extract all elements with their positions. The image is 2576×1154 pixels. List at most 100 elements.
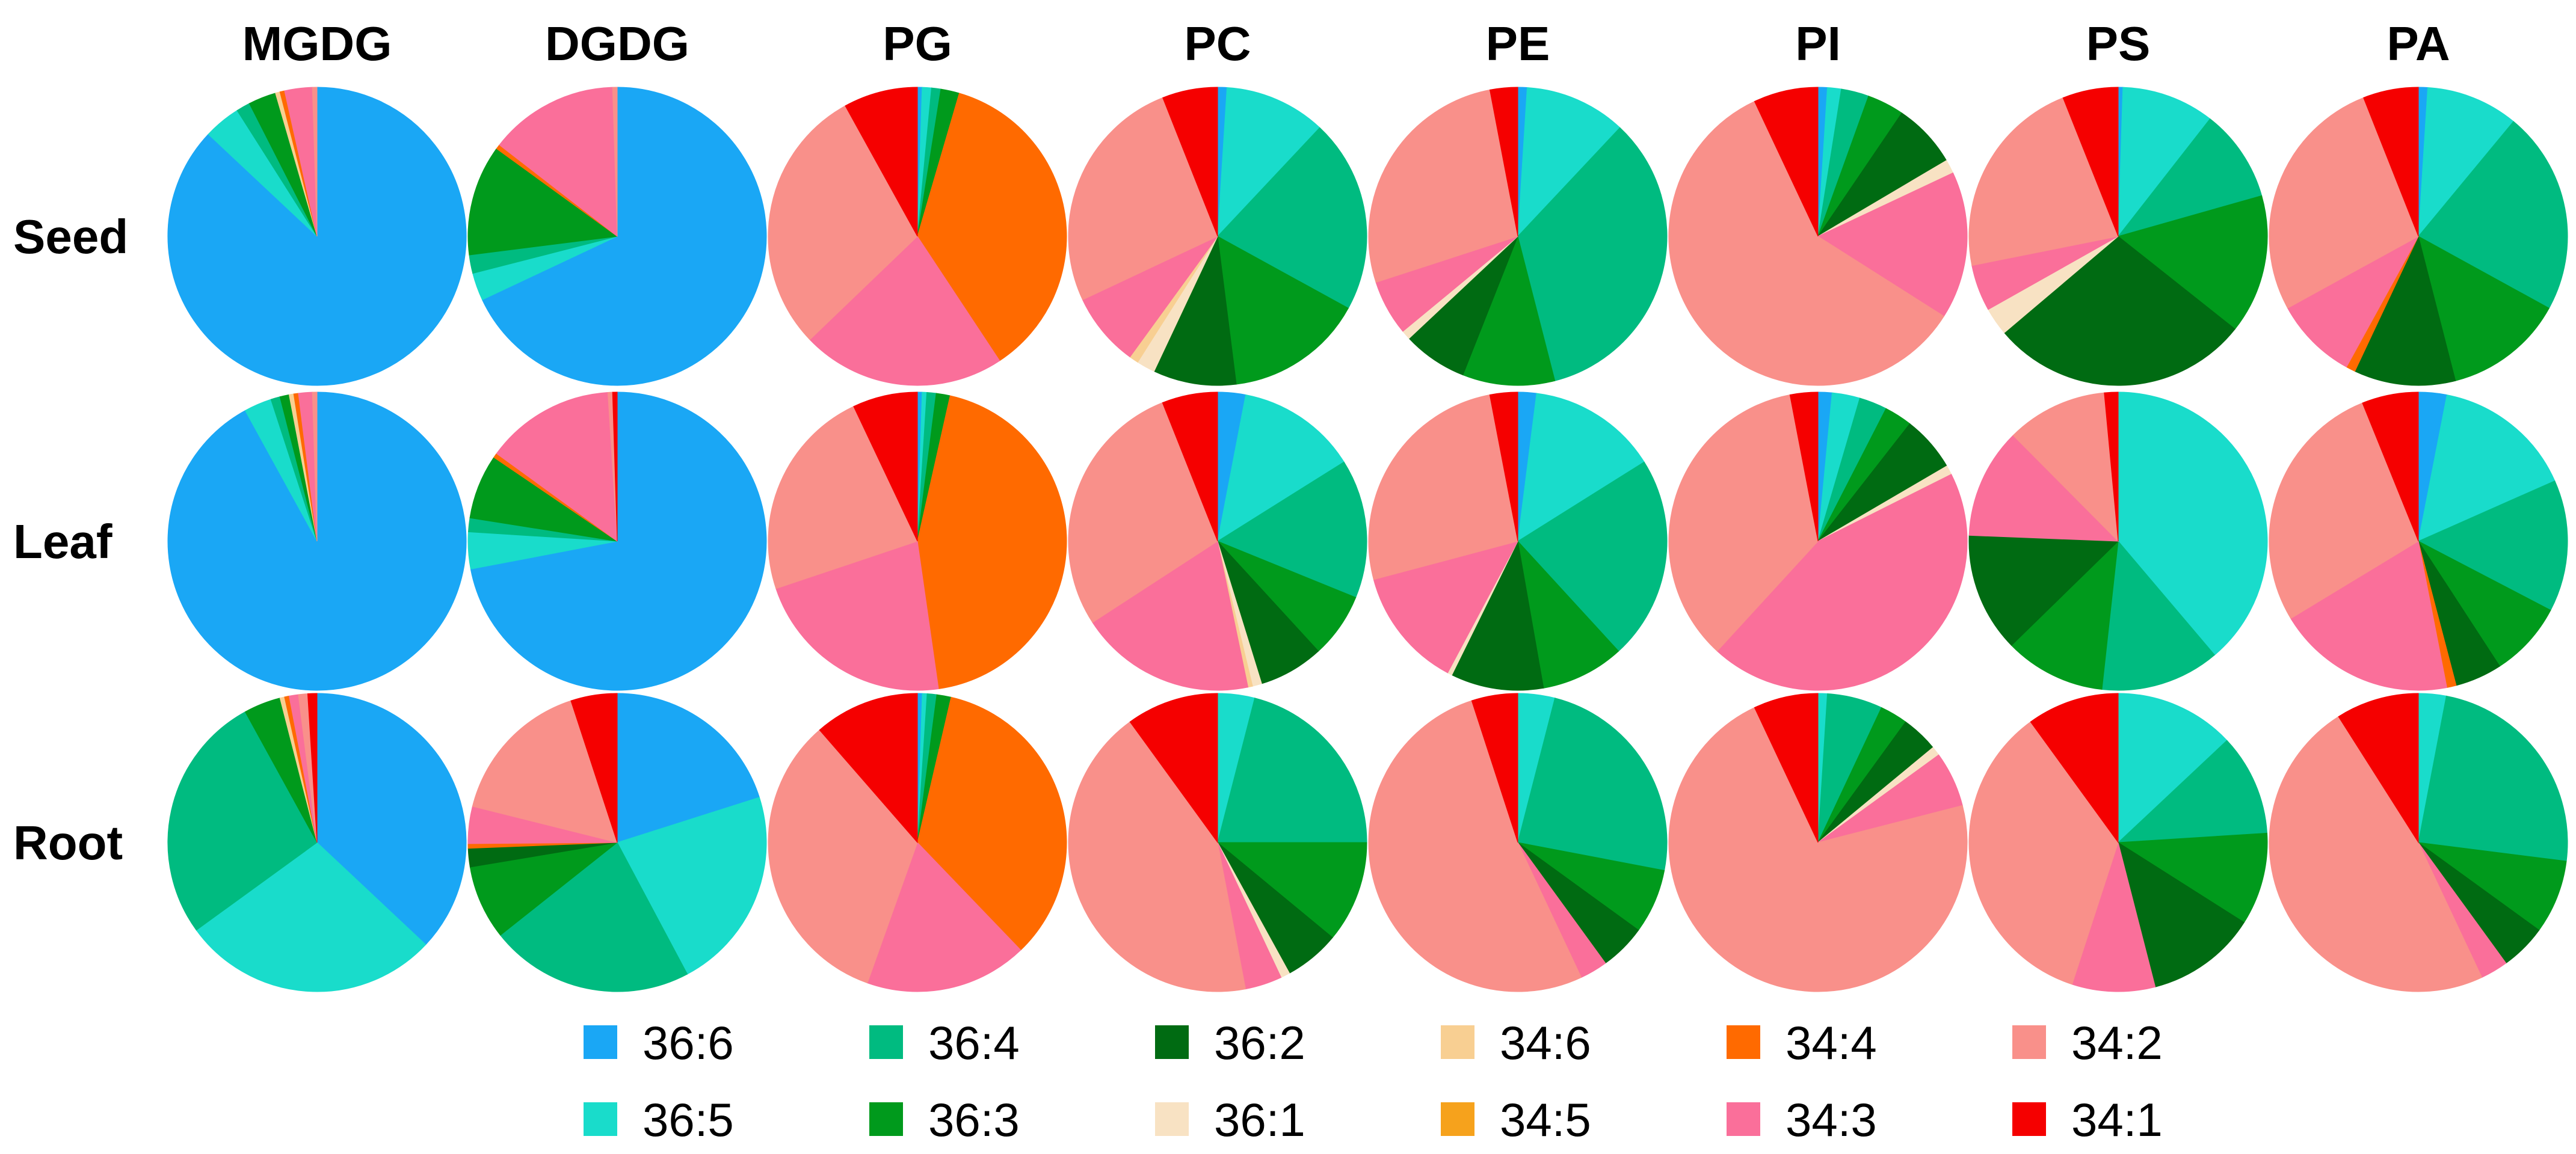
slice-pa-seed-36-3 bbox=[2418, 236, 2550, 381]
slice-pc-leaf-36-5 bbox=[1217, 394, 1345, 542]
legend-swatch-34-2 bbox=[2012, 1025, 2046, 1059]
slice-pa-leaf-34-2 bbox=[2269, 402, 2419, 619]
slice-pi-root-34-2 bbox=[1668, 707, 1968, 992]
slice-pa-root-34-1 bbox=[2338, 693, 2419, 844]
row-label-root: Root bbox=[13, 816, 123, 870]
pie-pe-seed bbox=[1368, 87, 1668, 386]
slice-pa-leaf-34-3 bbox=[2290, 541, 2447, 691]
slice-pg-seed-34-4 bbox=[917, 93, 1067, 361]
pie-mgdg-seed bbox=[167, 87, 467, 386]
slice-pc-leaf-34-2 bbox=[1068, 402, 1218, 623]
legend-label-36-6: 36:6 bbox=[642, 1016, 734, 1069]
slice-pe-leaf-34-3 bbox=[1373, 541, 1518, 674]
slice-pi-seed-36-2 bbox=[1817, 112, 1947, 237]
slice-pa-root-36-3 bbox=[2418, 842, 2567, 931]
pie-grid bbox=[167, 87, 2568, 992]
slice-ps-leaf-36-2 bbox=[1968, 535, 2119, 646]
row-label-seed: Seed bbox=[13, 210, 128, 263]
pie-pe-root bbox=[1368, 693, 1668, 992]
slice-pe-seed-34-2 bbox=[1368, 89, 1518, 283]
slice-pi-seed-34-1 bbox=[1754, 87, 1819, 237]
slice-pi-leaf-34-1 bbox=[1789, 391, 1819, 542]
slice-ps-seed-34-2 bbox=[1968, 97, 2119, 266]
legend-label-34-5: 34:5 bbox=[1500, 1093, 1591, 1146]
slice-pg-root-34-4 bbox=[917, 696, 1067, 951]
slice-dgdg-root-36-6 bbox=[617, 693, 760, 843]
slice-dgdg-leaf-36-6 bbox=[470, 391, 767, 691]
slice-ps-seed-34-1 bbox=[2062, 87, 2119, 237]
slice-pe-root-34-2 bbox=[1368, 700, 1582, 992]
legend-item-36-5: 36:5 bbox=[584, 1093, 734, 1146]
pie-ps-root bbox=[1968, 693, 2268, 992]
slice-mgdg-root-36-6 bbox=[316, 693, 467, 945]
slice-pc-seed-36-4 bbox=[1217, 127, 1367, 309]
slice-mgdg-root-36-5 bbox=[196, 842, 427, 992]
legend-swatch-34-1 bbox=[2012, 1102, 2046, 1136]
slice-pe-leaf-36-5 bbox=[1517, 393, 1645, 542]
slice-ps-root-36-2 bbox=[2118, 841, 2245, 987]
pie-mgdg-root bbox=[167, 693, 467, 992]
slice-pe-leaf-36-4 bbox=[1517, 461, 1668, 652]
slice-pc-leaf-34-3 bbox=[1092, 541, 1249, 691]
slice-pe-leaf-34-2 bbox=[1368, 394, 1518, 580]
slice-ps-seed-36-3 bbox=[2117, 195, 2268, 330]
slice-pg-leaf-34-3 bbox=[775, 541, 939, 691]
slice-ps-seed-36-5 bbox=[2118, 87, 2211, 238]
legend-label-34-1: 34:1 bbox=[2071, 1093, 2163, 1146]
legend-item-34-4: 34:4 bbox=[1727, 1016, 1877, 1069]
slice-pa-seed-34-2 bbox=[2269, 97, 2419, 309]
legend-swatch-34-4 bbox=[1727, 1025, 1760, 1059]
slice-pa-leaf-34-1 bbox=[2362, 391, 2419, 542]
slice-ps-root-34-3 bbox=[2071, 841, 2156, 992]
pie-pg-seed bbox=[768, 87, 1067, 386]
slice-pc-leaf-36-2 bbox=[1217, 541, 1319, 684]
slice-pe-seed-36-4 bbox=[1517, 127, 1668, 381]
slice-pe-root-36-4 bbox=[1517, 698, 1668, 871]
slice-pc-seed-36-3 bbox=[1217, 236, 1349, 385]
slice-pc-root-36-4 bbox=[1217, 698, 1367, 843]
slice-pc-root-36-3 bbox=[1216, 842, 1367, 938]
column-label-ps: PS bbox=[2086, 17, 2151, 70]
slice-dgdg-leaf-36-3 bbox=[469, 456, 618, 542]
slice-pa-seed-36-4 bbox=[2418, 121, 2568, 309]
slice-pa-leaf-36-3 bbox=[2417, 540, 2551, 667]
slice-dgdg-root-36-4 bbox=[500, 842, 688, 992]
slice-pc-seed-34-1 bbox=[1162, 87, 1218, 237]
legend-item-34-1: 34:1 bbox=[2012, 1093, 2163, 1146]
pie-dgdg-root bbox=[467, 693, 767, 992]
legend-item-36-6: 36:6 bbox=[584, 1016, 734, 1069]
slice-pg-seed-34-1 bbox=[845, 87, 918, 237]
slice-ps-root-36-3 bbox=[2117, 832, 2268, 923]
pie-pe-leaf bbox=[1368, 391, 1668, 691]
slice-pa-seed-34-1 bbox=[2363, 87, 2419, 237]
slice-ps-root-34-1 bbox=[2030, 693, 2119, 844]
column-label-mgdg: MGDG bbox=[242, 17, 392, 70]
slice-ps-leaf-34-1 bbox=[2104, 391, 2119, 542]
legend-label-34-6: 34:6 bbox=[1500, 1016, 1591, 1069]
legend-label-36-4: 36:4 bbox=[928, 1016, 1020, 1069]
slice-ps-root-34-2 bbox=[1968, 721, 2119, 985]
slice-dgdg-leaf-34-1 bbox=[612, 391, 618, 542]
slice-dgdg-seed-34-3 bbox=[499, 87, 618, 238]
pie-mgdg-leaf bbox=[167, 391, 467, 691]
legend-label-36-1: 36:1 bbox=[1214, 1093, 1305, 1146]
column-label-pi: PI bbox=[1795, 17, 1841, 70]
legend-label-36-2: 36:2 bbox=[1214, 1016, 1305, 1069]
legend-swatch-36-1 bbox=[1155, 1102, 1189, 1136]
slice-pe-root-36-3 bbox=[1517, 842, 1665, 931]
legend-item-36-3: 36:3 bbox=[869, 1093, 1020, 1146]
pie-pc-root bbox=[1068, 693, 1367, 992]
slice-pe-seed-36-2 bbox=[1408, 236, 1518, 376]
slice-pg-leaf-34-2 bbox=[768, 406, 918, 589]
slice-pc-leaf-36-3 bbox=[1217, 541, 1357, 652]
slice-pc-seed-34-3 bbox=[1082, 236, 1218, 358]
slice-pg-leaf-34-4 bbox=[917, 395, 1067, 690]
slice-ps-leaf-34-3 bbox=[1968, 435, 2119, 542]
slice-pe-seed-36-3 bbox=[1462, 235, 1556, 386]
pie-pa-leaf bbox=[2269, 391, 2568, 691]
slice-dgdg-root-34-1 bbox=[570, 693, 618, 843]
slice-pc-seed-36-5 bbox=[1217, 87, 1320, 238]
legend-swatch-36-4 bbox=[869, 1025, 903, 1059]
slice-dgdg-root-34-2 bbox=[472, 700, 618, 843]
